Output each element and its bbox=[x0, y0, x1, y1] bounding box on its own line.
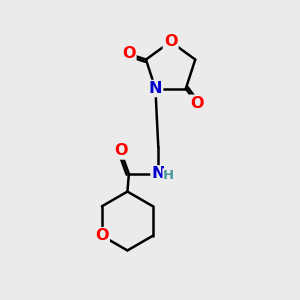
Text: O: O bbox=[122, 46, 135, 62]
Text: O: O bbox=[95, 228, 109, 243]
Text: N: N bbox=[148, 81, 162, 96]
Text: O: O bbox=[190, 96, 203, 111]
Text: H: H bbox=[163, 169, 174, 182]
Text: O: O bbox=[114, 143, 128, 158]
Text: N: N bbox=[152, 167, 165, 182]
Text: O: O bbox=[164, 34, 177, 49]
